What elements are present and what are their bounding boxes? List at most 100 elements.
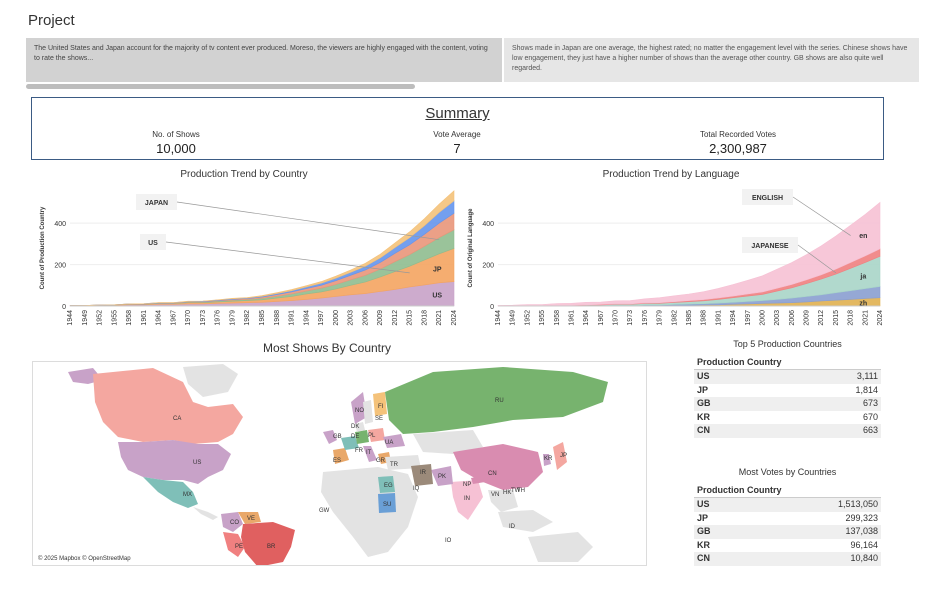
language-trend-chart[interactable]: Count of Original Language 0 200 400 1944 194… [464,182,886,334]
country-eg[interactable] [378,476,395,493]
votes-table-row[interactable]: US 1,513,050 [694,498,881,512]
votes-table-country: JP [697,512,709,523]
country-ua[interactable] [383,434,405,448]
world-map[interactable]: CA US MX CO VE PE BR RU CN IN JP KR IR PK NP EG SU TR UA PL… [32,361,647,566]
country-greenland[interactable] [183,364,238,397]
top5-table-row[interactable]: KR 670 [694,411,881,425]
top5-table-country: JP [697,384,709,395]
top5-table-row[interactable]: US 3,111 [694,370,881,384]
country-ca[interactable] [93,368,243,444]
annotation-english[interactable]: ENGLISH [742,189,851,236]
kpi-shows: No. of Shows 10,000 [96,130,256,156]
country-pe[interactable] [223,532,245,557]
top5-table-country: GB [697,398,711,408]
kpi-vote-average: Vote Average 7 [377,130,537,156]
country-fr[interactable] [341,436,359,450]
votes-table-value: 1,513,050 [837,499,878,509]
country-no[interactable] [351,392,367,424]
country-us[interactable] [118,440,231,484]
country-id[interactable] [498,510,553,532]
votes-table-value: 10,840 [850,553,878,563]
country-gb[interactable] [323,430,337,444]
map-canvas[interactable]: CA US MX CO VE PE BR RU CN IN JP KR IR PK NP EG SU TR UA PL… [33,362,647,566]
votes-table-row[interactable]: KR 96,164 [694,539,881,553]
x-tick-label: 2006 [362,310,369,326]
annotation-box [742,237,798,253]
country-label-iq: IQ [413,486,420,492]
annotation-text: US [148,240,158,247]
votes-table-value: 137,038 [845,526,878,536]
annotation-leader [792,196,851,236]
x-tick-label: 1973 [200,310,207,326]
country-label-cn: CN [488,471,497,477]
votes-table-row[interactable]: CN 10,840 [694,552,881,566]
top5-table-value: 673 [862,398,878,408]
country-label-jp: JP [560,453,567,459]
top5-table-row[interactable]: GB 673 [694,397,881,411]
country-label-no: NO [355,408,364,414]
country-central-asia[interactable] [413,430,483,454]
country-label-us: US [193,460,201,466]
top5-table-row[interactable]: JP 1,814 [694,384,881,398]
country-label-hk: HK [503,490,511,496]
x-tick-label: 1955 [539,310,546,326]
country-fi[interactable] [373,392,387,416]
country-es[interactable] [333,448,349,464]
country-label-kr: KR [544,456,553,462]
x-tick-label: 1976 [215,310,222,326]
annotation-japan[interactable]: JAPAN [136,194,440,241]
x-tick-label: 1964 [583,310,590,326]
country-it[interactable] [363,446,377,462]
area-label-US: US [432,292,442,299]
x-tick-label: 1949 [510,310,517,326]
x-tick-label: 1961 [141,310,148,326]
country-label-tr: TR [390,462,399,468]
country-de[interactable] [355,430,369,444]
country-co[interactable] [221,512,243,532]
country-label-ua: UA [385,440,393,446]
country-label-co: CO [230,520,239,526]
country-ve[interactable] [238,512,261,524]
story-scrollbar[interactable] [26,84,415,89]
country-ir[interactable] [411,464,433,486]
votes-table-row[interactable]: JP 299,323 [694,512,881,526]
x-tick-label: 2012 [818,310,825,326]
country-mx[interactable] [143,477,198,508]
country-ru[interactable] [385,367,608,434]
country-label-it: IT [366,450,372,456]
country-label-fr: FR [355,448,364,454]
country-pk[interactable] [431,466,453,486]
story-point-2[interactable]: Shows made in Japan are one average, the… [504,38,919,82]
story-point-1[interactable]: The United States and Japan account for … [26,38,502,82]
country-jp[interactable] [553,442,567,470]
votes-table-country: CN [697,553,710,563]
country-trend-title: Production Trend by Country [180,169,308,180]
country-br[interactable] [241,522,295,566]
kpi-total-votes-label: Total Recorded Votes [699,130,777,139]
country-central-america[interactable] [193,507,218,520]
country-label-gr: GR [376,458,386,464]
country-au[interactable] [528,532,593,562]
country-trend-chart[interactable]: Count of Production Country 0 200 400 1944 19… [36,182,460,334]
x-tick-label: 2024 [877,310,884,326]
country-se-asia[interactable] [488,490,518,512]
annotation-japanese[interactable]: JAPANESE [742,237,837,274]
annotation-leader [165,241,410,274]
country-in[interactable] [451,480,483,520]
country-pl[interactable] [368,428,385,442]
annotation-box [136,194,177,210]
top5-table-row[interactable]: CN 663 [694,424,881,438]
country-label-br: BR [267,544,276,550]
country-se[interactable] [363,400,373,424]
votes-table-row[interactable]: GB 137,038 [694,525,881,539]
country-dk[interactable] [355,422,365,432]
area-series-layer-5[interactable] [69,190,455,306]
annotation-us[interactable]: US [140,234,410,274]
country-np[interactable] [471,476,485,484]
y-tick-label: 400 [54,221,66,228]
area-series-en[interactable] [497,201,881,307]
country-kr[interactable] [543,454,551,466]
country-su[interactable] [378,493,396,513]
language-trend-title: Production Trend by Language [602,169,740,180]
x-tick-label: 2021 [862,310,869,326]
